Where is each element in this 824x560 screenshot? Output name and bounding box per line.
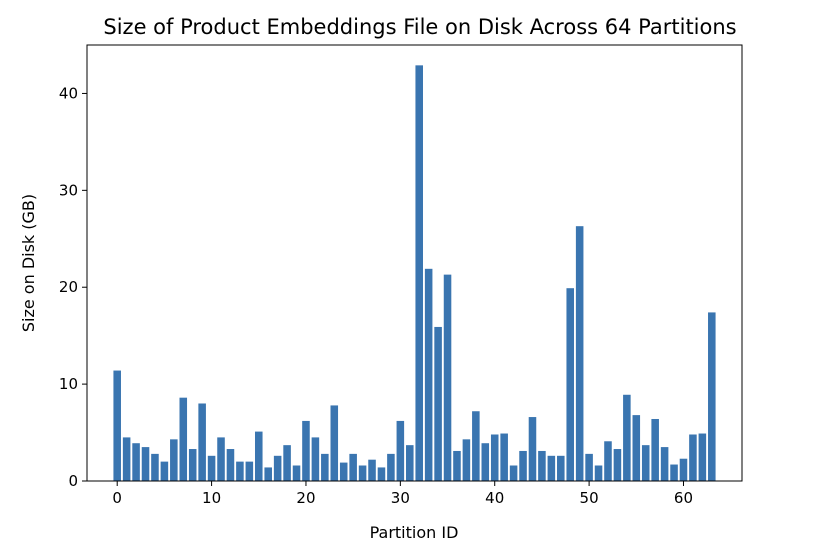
chart-title: Size of Product Embeddings File on Disk … bbox=[103, 15, 736, 39]
bar-partition-40 bbox=[490, 434, 499, 481]
bar-partition-11 bbox=[217, 437, 225, 481]
x-tick-label: 50 bbox=[580, 489, 599, 507]
bar-partition-28 bbox=[377, 467, 386, 481]
bar-partition-15 bbox=[254, 431, 263, 481]
bar-partition-19 bbox=[292, 465, 301, 481]
bar-partition-50 bbox=[585, 453, 593, 481]
bar-partition-31 bbox=[406, 445, 414, 481]
bar-partition-2 bbox=[132, 443, 140, 481]
x-tick-label: 20 bbox=[296, 489, 315, 507]
x-tick-label: 40 bbox=[485, 489, 504, 507]
bar-partition-62 bbox=[698, 433, 707, 481]
bar-partition-24 bbox=[339, 462, 348, 481]
y-axis-label: Size on Disk (GB) bbox=[19, 194, 38, 332]
y-axis-ticks: 0 10 20 30 40 bbox=[59, 84, 87, 490]
y-tick-label: 0 bbox=[68, 472, 78, 490]
bar-partition-22 bbox=[321, 453, 329, 481]
bar-partition-13 bbox=[236, 461, 244, 481]
bar-partition-56 bbox=[641, 445, 650, 481]
bar-partition-48 bbox=[566, 288, 575, 481]
bar-partition-12 bbox=[226, 449, 235, 481]
bar-partition-60 bbox=[679, 458, 688, 481]
bar-partition-38 bbox=[472, 411, 480, 481]
x-tick-label: 60 bbox=[674, 489, 693, 507]
x-tick-label: 0 bbox=[112, 489, 122, 507]
bar-partition-3 bbox=[141, 447, 150, 481]
bar-group bbox=[113, 65, 716, 481]
bar-partition-49 bbox=[575, 226, 584, 481]
x-axis-label: Partition ID bbox=[370, 523, 459, 542]
bar-partition-44 bbox=[528, 417, 537, 481]
bar-partition-29 bbox=[387, 453, 395, 481]
y-tick-label: 20 bbox=[59, 278, 78, 296]
bar-partition-33 bbox=[424, 268, 433, 481]
bar-partition-53 bbox=[613, 449, 622, 481]
bar-partition-45 bbox=[538, 450, 546, 481]
bar-partition-36 bbox=[453, 450, 461, 481]
bar-partition-52 bbox=[604, 441, 612, 481]
bar-partition-6 bbox=[170, 439, 178, 481]
bar-partition-54 bbox=[623, 394, 631, 481]
bar-partition-47 bbox=[557, 455, 565, 481]
bar-partition-10 bbox=[207, 455, 216, 481]
bar-partition-39 bbox=[481, 443, 490, 481]
bar-partition-26 bbox=[358, 465, 367, 481]
bar-partition-5 bbox=[160, 461, 169, 481]
bar-partition-34 bbox=[434, 326, 442, 481]
y-tick-label: 40 bbox=[59, 84, 78, 102]
bar-partition-32 bbox=[415, 65, 423, 481]
bar-partition-57 bbox=[651, 418, 659, 481]
bar-partition-0 bbox=[113, 370, 121, 481]
bar-partition-25 bbox=[349, 453, 357, 481]
bar-partition-17 bbox=[273, 455, 282, 481]
x-axis-ticks: 0 10 20 30 40 50 60 bbox=[112, 481, 693, 507]
bar-partition-41 bbox=[500, 433, 508, 481]
x-tick-label: 10 bbox=[202, 489, 221, 507]
bar-partition-61 bbox=[689, 434, 697, 481]
bar-partition-4 bbox=[151, 453, 159, 481]
bar-partition-37 bbox=[462, 439, 471, 481]
bar-partition-51 bbox=[594, 465, 603, 481]
bar-partition-18 bbox=[283, 445, 291, 481]
bar-partition-35 bbox=[443, 274, 452, 481]
bar-partition-46 bbox=[547, 455, 556, 481]
bar-partition-59 bbox=[670, 464, 678, 481]
bar-partition-16 bbox=[264, 467, 272, 481]
bar-partition-55 bbox=[632, 415, 641, 481]
bar-partition-8 bbox=[188, 449, 197, 481]
bar-partition-20 bbox=[302, 420, 310, 481]
bar-partition-23 bbox=[330, 405, 339, 481]
y-tick-label: 10 bbox=[59, 375, 78, 393]
x-tick-label: 30 bbox=[391, 489, 410, 507]
bar-partition-1 bbox=[122, 437, 131, 481]
plot-frame bbox=[86, 44, 743, 482]
bar-partition-58 bbox=[660, 447, 669, 481]
bar-partition-21 bbox=[311, 437, 320, 481]
bar-partition-63 bbox=[708, 312, 716, 481]
bar-partition-42 bbox=[509, 465, 518, 481]
y-tick-label: 30 bbox=[59, 181, 78, 199]
bar-partition-14 bbox=[245, 461, 254, 481]
bar-partition-30 bbox=[396, 420, 405, 481]
bar-partition-9 bbox=[198, 403, 206, 481]
bar-partition-7 bbox=[179, 397, 188, 481]
bar-partition-43 bbox=[519, 450, 527, 481]
bar-partition-27 bbox=[368, 459, 376, 481]
